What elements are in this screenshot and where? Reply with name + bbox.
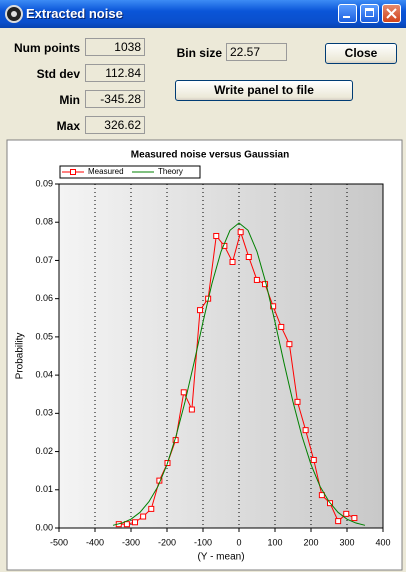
point-marker — [229, 258, 236, 265]
point-marker — [123, 521, 130, 528]
point-marker — [245, 254, 252, 261]
chart-title: Measured noise versus Gaussian — [131, 150, 289, 161]
x-tick-label: 0 — [236, 537, 241, 547]
field-label: Num points — [14, 41, 80, 55]
app-icon — [5, 5, 23, 23]
x-tick-label: -100 — [194, 537, 212, 547]
point-marker — [237, 229, 244, 236]
y-tick-label: 0.02 — [35, 446, 53, 456]
point-marker — [197, 307, 204, 314]
field-label: Std dev — [36, 67, 80, 81]
field-label: Min — [59, 93, 80, 107]
point-marker — [253, 276, 260, 283]
point-marker — [335, 518, 342, 525]
legend-box — [59, 165, 201, 179]
field-value: 22.57 — [226, 43, 287, 61]
point-marker — [270, 303, 277, 310]
close-window-button[interactable] — [382, 4, 401, 23]
x-tick-label: 400 — [375, 537, 390, 547]
series-line — [112, 222, 366, 526]
close-button[interactable]: Close — [325, 43, 397, 64]
point-marker — [156, 477, 163, 484]
field-value: 1038 — [85, 38, 145, 56]
legend-marker — [70, 169, 76, 175]
x-tick-label: -500 — [50, 537, 68, 547]
point-marker — [131, 519, 138, 526]
field-value: 326.62 — [85, 116, 145, 134]
x-tick-label: -200 — [158, 537, 176, 547]
x-tick-label: 300 — [339, 537, 354, 547]
point-marker — [286, 341, 293, 348]
x-tick-label: 100 — [267, 537, 282, 547]
title-bar: Extracted noise — [0, 0, 406, 28]
point-marker — [294, 398, 301, 405]
x-tick-label: -400 — [86, 537, 104, 547]
field-value: -345.28 — [85, 90, 145, 108]
maximize-button[interactable] — [360, 4, 379, 23]
point-marker — [180, 389, 187, 396]
point-marker — [148, 505, 155, 512]
point-marker — [221, 242, 228, 249]
point-marker — [310, 456, 317, 463]
x-tick-label: -300 — [122, 537, 140, 547]
write-button[interactable]: Write panel to file — [175, 80, 353, 101]
y-tick-label: 0.03 — [35, 408, 53, 418]
legend-label: Measured — [88, 167, 124, 176]
legend-label: Theory — [158, 167, 183, 176]
field-value: 112.84 — [85, 64, 145, 82]
y-tick-label: 0.05 — [35, 331, 53, 341]
y-tick-label: 0.08 — [35, 217, 53, 227]
plot-area — [58, 183, 384, 529]
y-tick-label: 0.07 — [35, 255, 53, 265]
y-tick-label: 0.00 — [35, 522, 53, 532]
point-marker — [115, 521, 122, 528]
y-tick-label: 0.01 — [35, 484, 53, 494]
window-title: Extracted noise — [26, 6, 123, 21]
point-marker — [302, 427, 309, 434]
point-marker — [278, 323, 285, 330]
field-label: Max — [56, 119, 80, 133]
x-axis-label: (Y - mean) — [197, 552, 244, 563]
point-marker — [343, 510, 350, 517]
point-marker — [262, 281, 269, 288]
point-marker — [213, 232, 220, 239]
point-marker — [140, 513, 147, 520]
y-axis-label: Probability — [15, 333, 26, 380]
point-marker — [351, 515, 358, 522]
point-marker — [164, 460, 171, 467]
minimize-button[interactable] — [338, 4, 357, 23]
y-tick-label: 0.04 — [35, 369, 53, 379]
field-label: Bin size — [176, 46, 222, 60]
point-marker — [205, 295, 212, 302]
point-marker — [318, 492, 325, 499]
point-marker — [188, 406, 195, 413]
y-tick-label: 0.06 — [35, 293, 53, 303]
point-marker — [172, 437, 179, 444]
point-marker — [327, 500, 334, 507]
chart-frame — [6, 139, 403, 571]
x-tick-label: 200 — [303, 537, 318, 547]
series-line — [118, 230, 355, 525]
y-tick-label: 0.09 — [35, 178, 53, 188]
